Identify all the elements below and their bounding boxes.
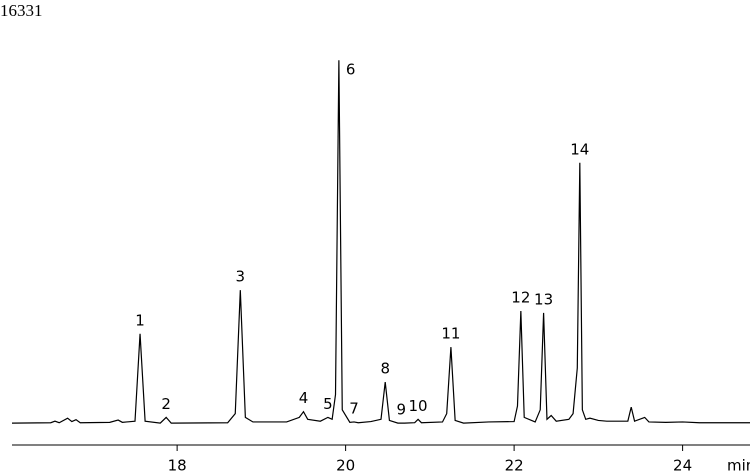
x-axis-label: min xyxy=(727,457,750,473)
peak-label: 14 xyxy=(570,140,589,158)
x-tick-label: 18 xyxy=(168,457,187,473)
peak-label: 8 xyxy=(380,360,390,378)
peak-label: 11 xyxy=(441,325,460,343)
peak-label: 13 xyxy=(534,290,553,308)
peak-label: 5 xyxy=(323,395,333,413)
peak-label: 12 xyxy=(511,289,530,307)
peak-label: 2 xyxy=(161,395,171,413)
peak-label: 1 xyxy=(135,311,145,329)
peak-label: 9 xyxy=(396,401,406,419)
peak-label: 7 xyxy=(349,399,359,417)
chart-title: 16331 xyxy=(0,1,43,20)
x-tick-label: 20 xyxy=(336,457,355,473)
x-tick-label: 22 xyxy=(505,457,524,473)
trace xyxy=(11,60,750,424)
peak-label: 6 xyxy=(346,61,356,79)
peak-label: 3 xyxy=(236,268,246,286)
peak-label: 4 xyxy=(299,389,309,407)
x-tick-label: 24 xyxy=(673,457,692,473)
peak-label: 10 xyxy=(409,397,428,415)
